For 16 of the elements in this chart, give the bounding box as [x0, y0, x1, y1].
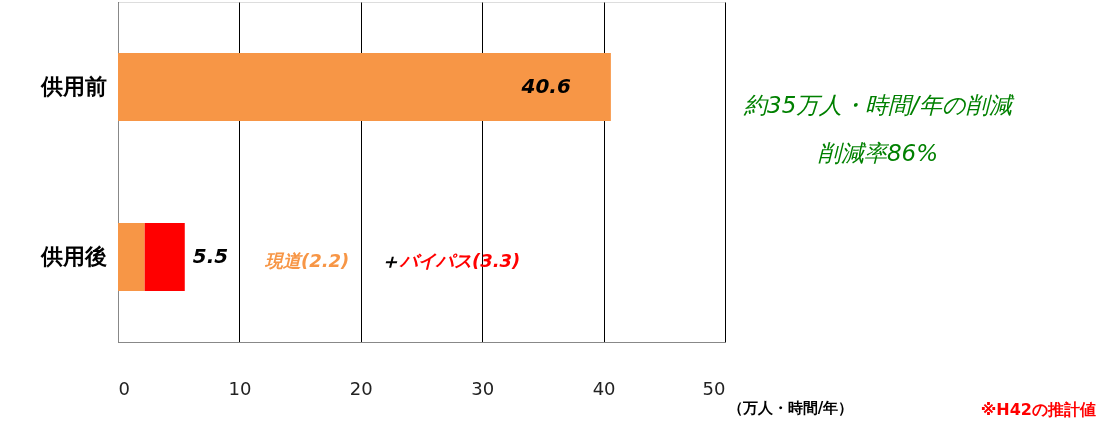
x-tick-label: 30	[471, 377, 495, 399]
x-tick-label: 40	[592, 377, 616, 399]
x-tick-label: 10	[228, 377, 252, 399]
total-label: 40.6	[520, 74, 571, 98]
annotation: ＋	[380, 249, 400, 273]
text: 削減率86%	[817, 140, 939, 166]
text: 約35万人・時間/年の削減	[742, 92, 1016, 118]
text: ※H42の推計値	[980, 400, 1096, 419]
x-tick-label: 0	[118, 377, 130, 399]
x-axis-title: （万人・時間/年）	[727, 398, 854, 417]
total-label: 5.5	[192, 244, 229, 268]
y-tick-label: 供用後	[39, 244, 107, 269]
y-tick-label: 供用前	[39, 74, 107, 99]
annotation: 現道(2.2)	[264, 250, 350, 271]
x-tick-label: 50	[702, 377, 726, 399]
x-tick-label: 20	[349, 377, 373, 399]
